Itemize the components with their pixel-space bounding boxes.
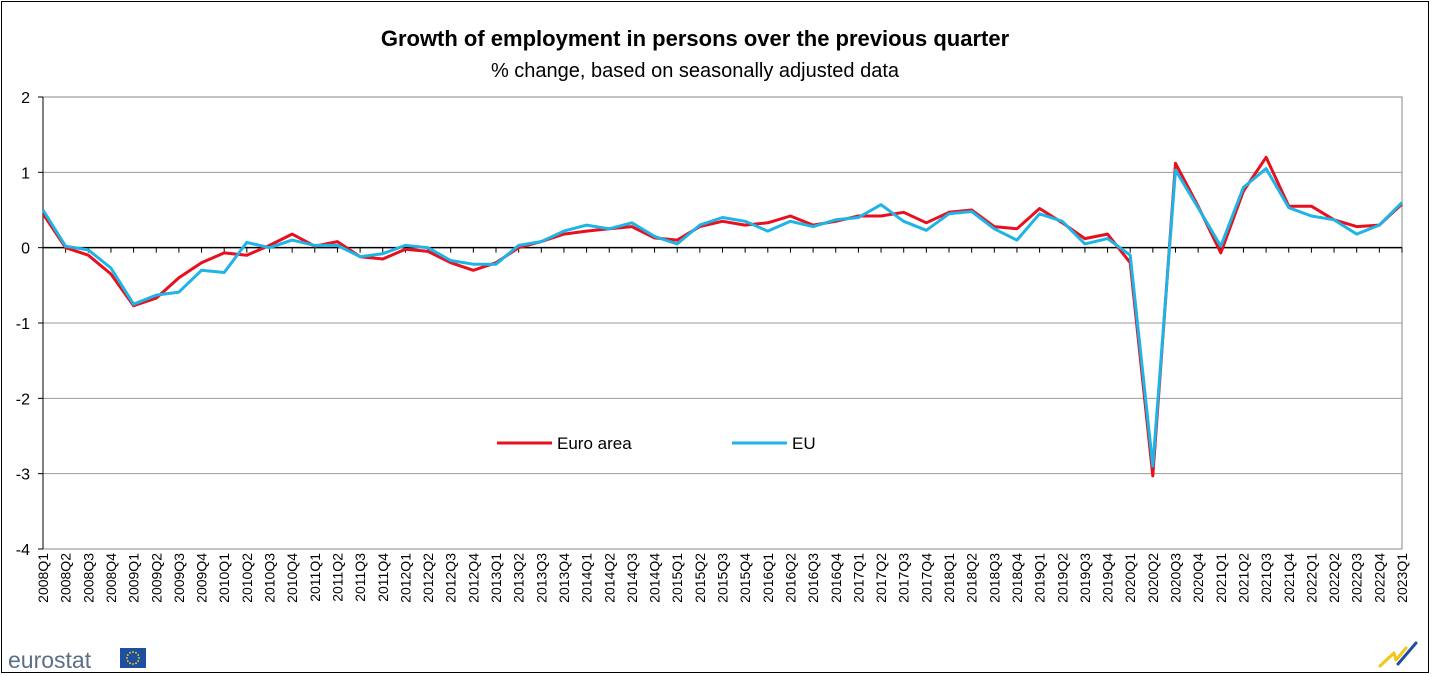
y-tick-label: -2 — [16, 391, 30, 408]
y-tick-label: 2 — [21, 90, 30, 107]
x-tick-label: 2012Q1 — [397, 553, 413, 603]
x-tick-label: 2017Q1 — [850, 553, 866, 603]
x-tick-label: 2018Q4 — [1009, 553, 1025, 603]
x-tick-label: 2008Q3 — [80, 553, 96, 603]
x-tick-label: 2010Q2 — [239, 553, 255, 603]
flag-star — [126, 657, 128, 659]
eurostat-logo-text: eurostat — [8, 647, 92, 673]
x-tick-label: 2019Q1 — [1032, 553, 1048, 603]
eu-flag-stars-icon — [126, 651, 140, 665]
eu-flag-icon — [120, 648, 146, 668]
x-tick-label: 2016Q2 — [782, 553, 798, 603]
x-tick-labels: 2008Q1 2008Q2 2008Q3 2008Q4 2009Q1 2009Q2 2009… — [35, 553, 1410, 603]
flag-star — [126, 654, 129, 656]
eurostat-swoosh-icon — [1378, 641, 1418, 668]
x-tick-label: 2019Q2 — [1054, 553, 1070, 603]
x-tick-label: 2010Q3 — [262, 553, 278, 603]
series-line-eu — [41, 167, 1404, 468]
x-tick-label: 2022Q2 — [1326, 553, 1342, 603]
x-tick-label: 2022Q4 — [1371, 553, 1387, 603]
flag-star — [129, 651, 131, 654]
x-axis — [42, 246, 1403, 253]
x-tick-label: 2011Q2 — [329, 553, 345, 602]
x-tick-label: 2013Q3 — [533, 553, 549, 603]
x-tick-label: 2019Q4 — [1100, 553, 1116, 603]
x-tick-label: 2020Q3 — [1168, 553, 1184, 603]
x-tick-label: 2008Q4 — [103, 553, 119, 603]
y-tick-label: 1 — [21, 165, 30, 182]
x-tick-label: 2014Q2 — [601, 553, 617, 603]
x-tick-label: 2015Q1 — [669, 553, 685, 603]
x-tick-label: 2016Q4 — [828, 553, 844, 603]
legend: Euro area EU — [497, 434, 816, 453]
x-tick-label: 2017Q3 — [896, 553, 912, 603]
x-tick-label: 2023Q1 — [1394, 553, 1410, 603]
x-tick-label: 2009Q2 — [148, 553, 164, 603]
y-axis: 2 1 0 -1 -2 -3 -4 — [16, 90, 44, 559]
x-tick-label: 2020Q2 — [1145, 553, 1161, 603]
flag-star — [132, 663, 134, 665]
x-tick-label: 2012Q2 — [420, 553, 436, 603]
x-tick-label: 2011Q3 — [352, 553, 368, 602]
x-tick-label: 2018Q3 — [986, 553, 1002, 603]
flag-star — [138, 657, 140, 659]
x-tick-label: 2021Q4 — [1281, 553, 1297, 603]
x-tick-label: 2015Q4 — [737, 553, 753, 603]
y-tick-label: -4 — [16, 542, 30, 559]
x-tick-label: 2010Q4 — [284, 553, 300, 603]
flag-star — [135, 662, 137, 665]
flag-star — [129, 662, 131, 665]
x-tick-label: 2019Q3 — [1077, 553, 1093, 603]
x-tick-label: 2017Q4 — [918, 553, 934, 603]
x-tick-label: 2013Q4 — [556, 553, 572, 603]
x-tick-label: 2014Q4 — [647, 553, 663, 603]
y-tick-label: -1 — [16, 316, 30, 333]
x-tick-label: 2012Q3 — [443, 553, 459, 603]
x-tick-label: 2016Q3 — [805, 553, 821, 603]
x-tick-label: 2013Q1 — [488, 553, 504, 603]
x-tick-label: 2017Q2 — [873, 553, 889, 603]
chart-subtitle: % change, based on seasonally adjusted d… — [491, 60, 900, 82]
x-tick-label: 2021Q1 — [1213, 553, 1229, 603]
x-tick-label: 2018Q2 — [964, 553, 980, 603]
x-tick-label: 2014Q3 — [624, 553, 640, 603]
x-tick-label: 2021Q3 — [1258, 553, 1274, 603]
x-tick-label: 2009Q1 — [126, 553, 142, 603]
x-tick-label: 2012Q4 — [465, 553, 481, 603]
x-tick-label: 2021Q2 — [1235, 553, 1251, 603]
y-tick-label: 0 — [21, 241, 30, 258]
x-tick-label: 2014Q1 — [579, 553, 595, 603]
flag-star — [137, 654, 140, 656]
x-tick-label: 2020Q4 — [1190, 553, 1206, 603]
x-tick-label: 2011Q1 — [307, 553, 323, 602]
y-tick-label: -3 — [16, 467, 30, 484]
chart-title: Growth of employment in persons over the… — [381, 26, 1010, 51]
x-tick-label: 2009Q3 — [171, 553, 187, 603]
x-tick-label: 2009Q4 — [194, 553, 210, 603]
legend-label-euro-area: Euro area — [557, 434, 632, 453]
legend-label-eu: EU — [792, 434, 816, 453]
flag-star — [137, 660, 140, 662]
series-line-euro-area — [41, 155, 1404, 478]
x-tick-label: 2010Q1 — [216, 553, 232, 603]
x-tick-label: 2011Q4 — [375, 553, 391, 602]
x-tick-label: 2015Q3 — [715, 553, 731, 603]
x-tick-label: 2020Q1 — [1122, 553, 1138, 603]
x-tick-label: 2008Q1 — [35, 553, 51, 603]
x-tick-label: 2016Q1 — [760, 553, 776, 603]
x-tick-label: 2015Q2 — [692, 553, 708, 603]
x-tick-label: 2022Q3 — [1349, 553, 1365, 603]
eurostat-logo: eurostat — [8, 647, 146, 673]
flag-star — [126, 660, 129, 662]
x-tick-label: 2018Q1 — [941, 553, 957, 603]
flag-star — [135, 651, 137, 654]
flag-star — [132, 651, 134, 653]
x-tick-label: 2022Q1 — [1303, 553, 1319, 603]
series-lines — [41, 155, 1404, 478]
x-tick-label: 2013Q2 — [511, 553, 527, 603]
x-tick-label: 2008Q2 — [58, 553, 74, 603]
